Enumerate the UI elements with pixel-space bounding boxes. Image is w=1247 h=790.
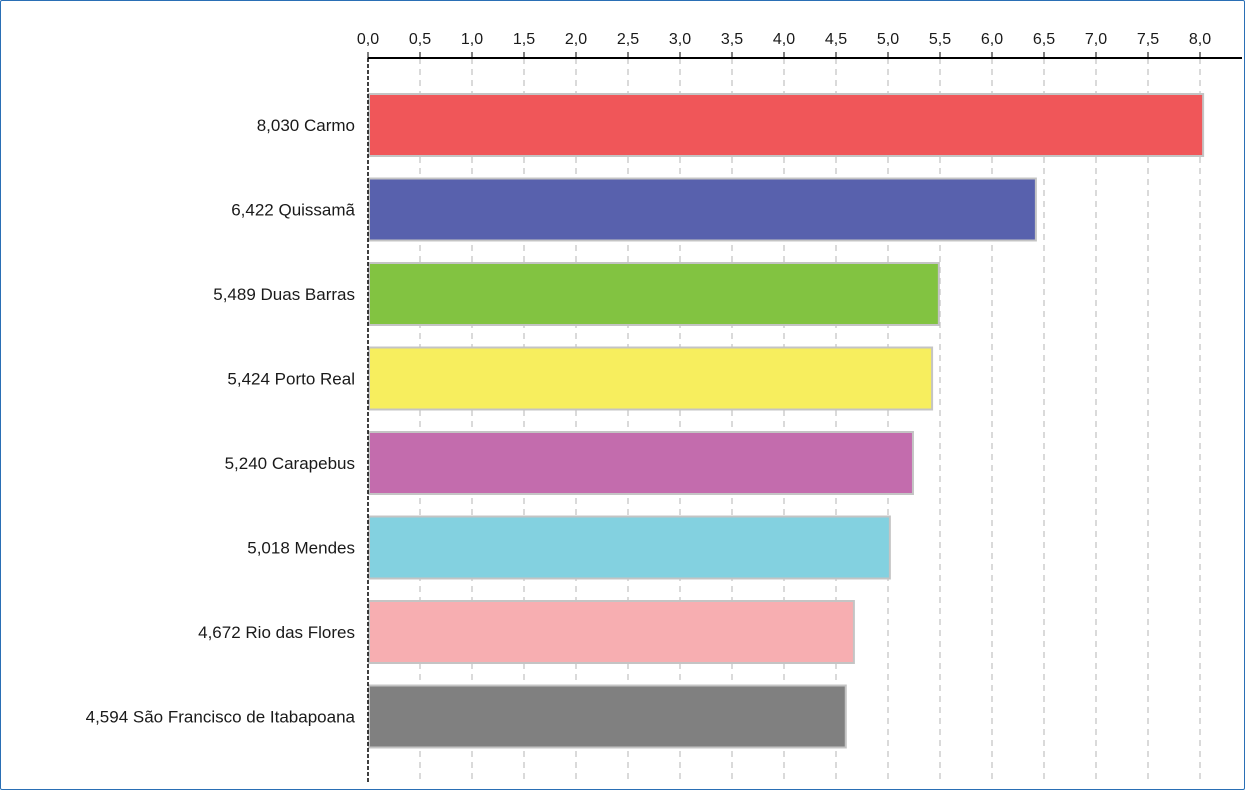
category-label: 4,594 São Francisco de Itabapoana (86, 708, 356, 727)
x-axis: 0,0 0,5 1,0 1,5 2,0 2,5 3,0 3,5 4,0 4,5 5,0 5,5 6,0 6… (357, 31, 1242, 784)
gridlines (419, 58, 1201, 784)
bar (368, 93, 1205, 157)
x-tick-label: 7,0 (1085, 31, 1107, 48)
x-tick-label: 1,0 (461, 31, 483, 48)
bar (368, 431, 914, 495)
category-label: 5,240 Carapebus (225, 454, 355, 473)
x-tick-label: 3,0 (669, 31, 691, 48)
x-tick-label: 7,5 (1137, 31, 1159, 48)
category-label: 6,422 Quissamã (231, 201, 355, 220)
category-labels: 8,030 Carmo 6,422 Quissamã 5,489 Duas Barr… (86, 116, 356, 727)
x-tick-label: 0,5 (409, 31, 431, 48)
x-tick-label: 4,0 (773, 31, 795, 48)
x-tick-label: 2,5 (617, 31, 639, 48)
x-tick-label: 4,5 (825, 31, 847, 48)
bar (368, 684, 847, 749)
x-tick-label: 5,0 (877, 31, 899, 48)
x-tick-label: 3,5 (721, 31, 743, 48)
x-tick-label: 6,5 (1033, 31, 1055, 48)
x-tick-label: 5,5 (929, 31, 951, 48)
category-label: 5,489 Duas Barras (213, 285, 355, 304)
bar (368, 346, 934, 411)
x-tick-label: 1,5 (513, 31, 535, 48)
x-tick-label: 2,0 (565, 31, 587, 48)
bar (368, 600, 855, 664)
category-label: 8,030 Carmo (257, 116, 355, 135)
bar (368, 515, 891, 580)
category-label: 5,018 Mendes (247, 539, 355, 558)
bar (368, 262, 940, 326)
x-tick-label: 8,0 (1189, 31, 1211, 48)
x-tick-label: 6,0 (981, 31, 1003, 48)
x-tick-label: 0,0 (357, 31, 379, 48)
bar (368, 177, 1037, 242)
category-label: 5,424 Porto Real (227, 370, 355, 389)
category-label: 4,672 Rio das Flores (198, 623, 355, 642)
bars (368, 93, 1205, 749)
